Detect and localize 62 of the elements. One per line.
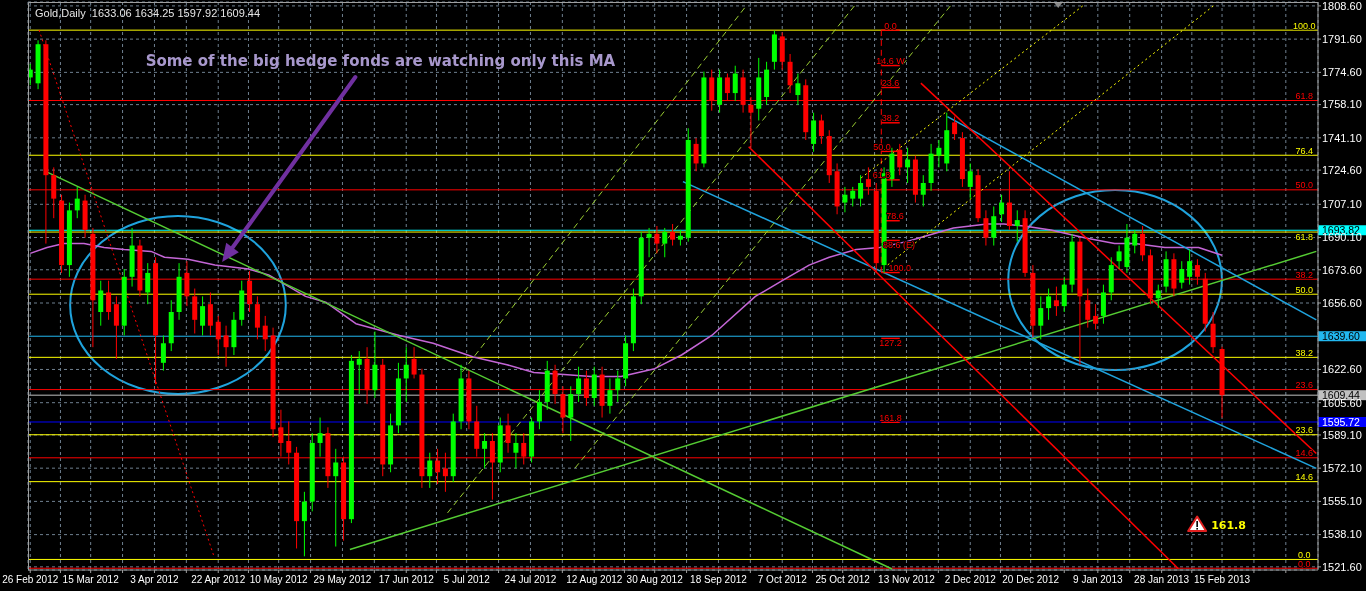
x-tick-label: 30 Aug 2012 (626, 573, 684, 585)
annotation: 23.6 (1295, 380, 1314, 391)
annotation: 23.6 (1295, 425, 1314, 436)
annotation: 61.8 (1295, 91, 1314, 102)
x-tick-label: 20 Dec 2012 (1002, 573, 1060, 585)
annotation: 38.2 (1295, 269, 1314, 280)
y-tick-label: 1791.60 (1322, 32, 1362, 45)
x-tick-label: 18 Sep 2012 (690, 573, 748, 585)
x-tick-label: 12 Aug 2012 (566, 573, 623, 585)
y-tick-label: 1521.60 (1322, 560, 1362, 573)
annotation: 161.8 (1211, 519, 1246, 532)
annotation: 14.6 (1295, 448, 1314, 459)
annotation: 100.0 (888, 263, 912, 274)
annotation: 50.0 (873, 141, 891, 152)
x-tick-label: 28 Jan 2013 (1134, 573, 1190, 585)
annotation: 76.4 (1295, 145, 1314, 156)
y-tick-label: 1589.10 (1322, 428, 1362, 441)
annotation: Some of the big hedge fonds are watching only this MA (145, 52, 616, 70)
ref-line-label: 1595.72 (1322, 415, 1361, 428)
annotation: 61.8 (1295, 232, 1314, 243)
y-tick-label: 1774.60 (1322, 66, 1362, 79)
x-tick-label: 15 Mar 2012 (62, 573, 120, 585)
annotation: 0.0 (1298, 550, 1311, 561)
annotation: 0.0 (1298, 558, 1311, 569)
x-tick-label: 26 Feb 2012 (2, 573, 59, 585)
x-tick-label: 3 Apr 2012 (130, 573, 180, 585)
annotation: 161.8 (879, 412, 902, 423)
x-tick-label: 13 Nov 2012 (878, 573, 936, 585)
x-tick-label: 10 May 2012 (249, 573, 309, 585)
x-tick-label: 2 Dec 2012 (944, 573, 997, 585)
y-tick-label: 1808.60 (1322, 0, 1362, 12)
annotation: 0.0 (884, 20, 897, 31)
y-tick-label: 1707.10 (1322, 198, 1362, 211)
annotation: 127.2 (879, 338, 902, 349)
y-tick-label: 1538.10 (1322, 528, 1362, 541)
annotation: 14.6 (1295, 472, 1314, 483)
x-tick-label: 29 May 2012 (313, 573, 372, 585)
annotation: 50.0 (1295, 180, 1314, 191)
x-tick-label: 7 Oct 2012 (757, 573, 808, 585)
y-tick-label: 1555.10 (1322, 495, 1362, 508)
y-tick-label: 1656.60 (1322, 296, 1362, 309)
x-tick-label: 22 Apr 2012 (191, 573, 246, 585)
x-tick-label: 24 Jul 2012 (504, 573, 557, 585)
x-tick-label: 9 Jan 2013 (1073, 573, 1123, 585)
y-tick-label: 1673.60 (1322, 263, 1362, 276)
y-tick-label: 1741.10 (1322, 131, 1362, 144)
x-tick-label: 25 Oct 2012 (815, 573, 871, 585)
chart-title: Gold,Daily 1633.06 1634.25 1597.92 1609.44 (35, 7, 261, 20)
y-tick-label: 1724.60 (1322, 163, 1362, 176)
annotation: 50.0 (1295, 284, 1314, 295)
annotation: 23.6 (881, 78, 900, 89)
x-tick-label: 15 Feb 2013 (1193, 573, 1251, 585)
annotation: 14.6 W (876, 56, 906, 67)
y-tick-label: 1622.60 (1322, 363, 1362, 376)
x-tick-label: 17 Jun 2012 (378, 573, 435, 585)
x-tick-label: 5 Jul 2012 (443, 573, 491, 585)
annotation: 100.0 (1293, 20, 1316, 31)
ref-line-label: 1639.60 (1322, 329, 1361, 342)
annotation: 38.2 (1295, 347, 1314, 358)
y-tick-label: 1572.10 (1322, 462, 1362, 475)
y-tick-label: 1758.10 (1322, 98, 1362, 111)
annotation: 38.2 (881, 113, 900, 124)
